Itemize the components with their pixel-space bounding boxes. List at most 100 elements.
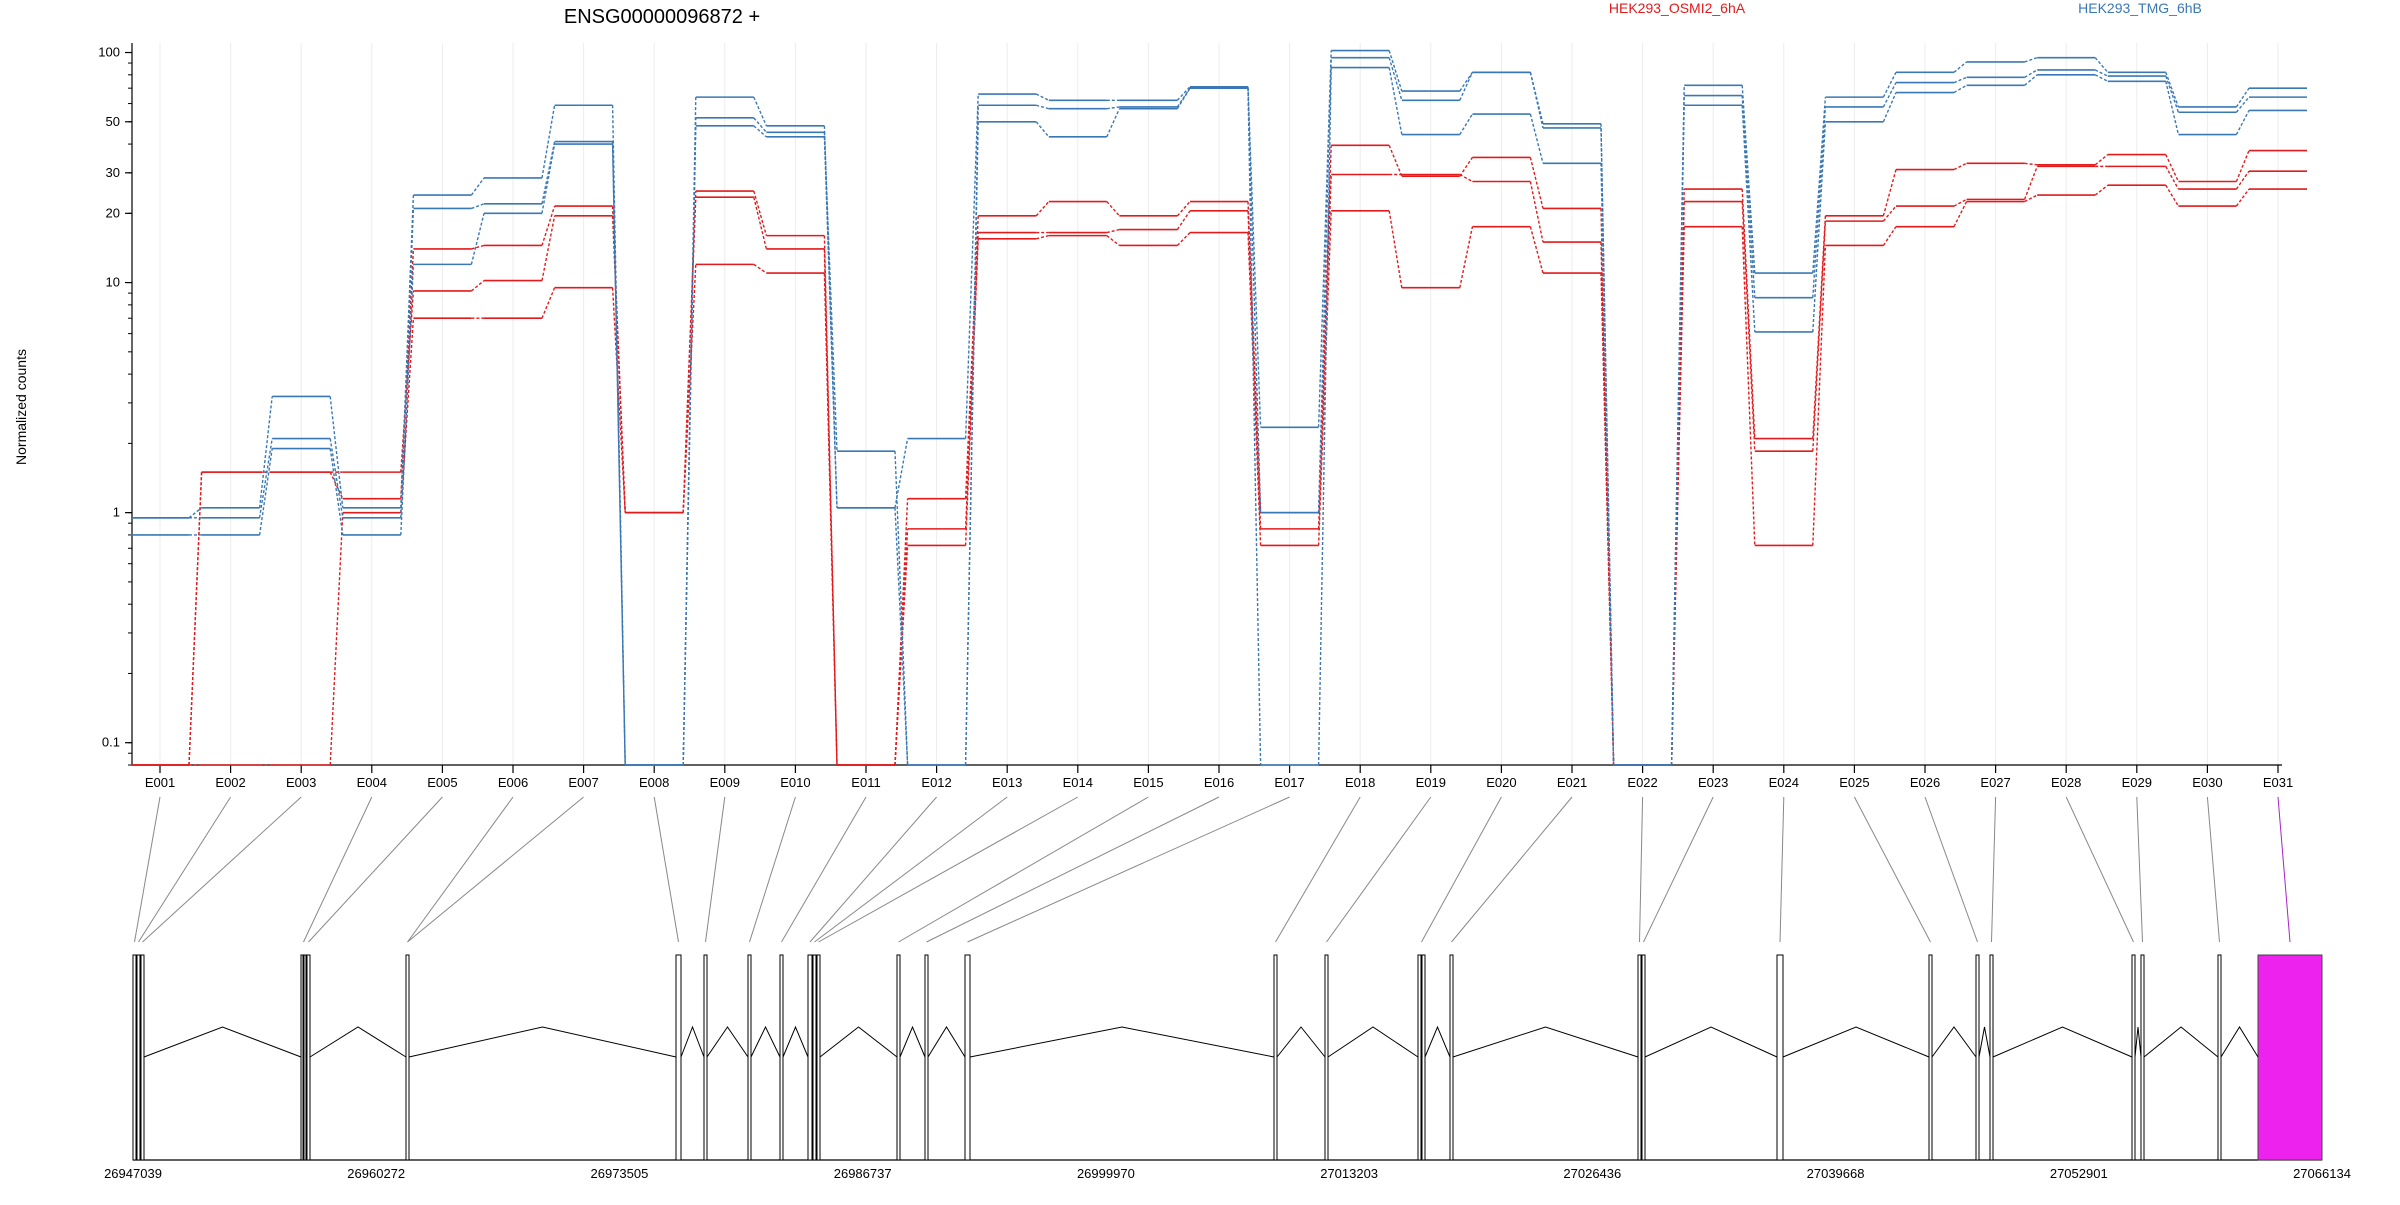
series-connector [1529, 157, 1544, 209]
series-connector [1953, 61, 1968, 73]
exon-connector [818, 796, 1079, 943]
series-connector [471, 203, 485, 210]
exon-connector [814, 796, 1008, 943]
series-connector [1106, 235, 1120, 247]
series-connector [1459, 226, 1474, 288]
y-axis-label: Normalized counts [13, 349, 29, 465]
exon-box [924, 954, 929, 1161]
series-connector [1882, 92, 1897, 123]
exon-box [807, 954, 813, 1161]
series-connector [1741, 189, 1756, 439]
series-connector [1812, 245, 1827, 546]
coordinate-label: 26999970 [1077, 1166, 1135, 1181]
exon-connector [134, 796, 161, 943]
series-connector [1459, 173, 1473, 183]
series-connector [1812, 106, 1827, 298]
exon-connector [926, 796, 1220, 943]
exon-box [1776, 954, 1784, 1161]
exon-box [1324, 954, 1329, 1161]
exon-box [675, 954, 682, 1161]
series-connector [541, 205, 556, 246]
x-tick-label-e020: E020 [1486, 775, 1516, 790]
series-connector [1529, 181, 1544, 243]
series-connector [964, 105, 979, 766]
series-connector [541, 143, 556, 214]
x-tick-label-e025: E025 [1839, 775, 1869, 790]
series-connector [1459, 113, 1473, 135]
exon-connector [749, 796, 796, 943]
x-tick-label-e001: E001 [145, 775, 175, 790]
exon-box [964, 954, 971, 1161]
intron-line [2134, 1026, 2142, 1058]
series-connector [1882, 82, 1897, 108]
intron-line [899, 1025, 926, 1058]
series-connector [1176, 232, 1191, 246]
exon-connector [1991, 796, 1997, 943]
exon-connector [1853, 796, 1931, 943]
axes: 0.1 1 10 20 30 50 100 E001 E002 E003 E004 E005 E006 E… [98, 43, 2293, 790]
exon-box [140, 954, 145, 1161]
coordinate-label: 26973505 [591, 1166, 649, 1181]
series-connector [188, 472, 203, 766]
exon-connector [2136, 796, 2143, 943]
series-connector [1317, 174, 1332, 529]
series-connector [1388, 50, 1403, 92]
series-connector [1953, 198, 1967, 207]
intron-line [1276, 1026, 1326, 1058]
series-connector [541, 141, 556, 204]
exon-connector [308, 796, 443, 943]
series-connector [2165, 72, 2180, 108]
series-connector [470, 177, 485, 196]
intron-line [1424, 1025, 1451, 1058]
series-connector [1036, 234, 1049, 240]
intron-line [1931, 1026, 1977, 1058]
coordinate-label: 26960272 [347, 1166, 405, 1181]
exon-connector [967, 796, 1290, 943]
series-connector [1176, 87, 1191, 108]
x-tick-label-e006: E006 [498, 775, 528, 790]
series-connector [964, 94, 979, 439]
series-connector [823, 132, 838, 452]
exon-connector [809, 796, 937, 943]
exon-connector [407, 796, 584, 943]
exon-connectors [134, 796, 2291, 943]
series-connector [2024, 56, 2038, 63]
intron-line [1327, 1026, 1419, 1058]
series-connector [2165, 184, 2179, 207]
series-connector [1812, 215, 1827, 439]
series-connector [1247, 210, 1262, 529]
intron-line [819, 1026, 898, 1058]
series-connector [2235, 188, 2250, 207]
exon-box [1449, 954, 1454, 1161]
legend-entry-osmi2: HEK293_OSMI2_6hA [1609, 0, 1746, 16]
x-tick-label-e010: E010 [780, 775, 810, 790]
x-tick-label-e022: E022 [1627, 775, 1657, 790]
coordinate-label: 27039668 [1807, 1166, 1865, 1181]
x-tick-label-e002: E002 [215, 775, 245, 790]
intron-line [1644, 1026, 1778, 1058]
exon-connector [705, 796, 726, 943]
legend-entry-tmg: HEK293_TMG_6hB [2078, 0, 2202, 16]
coordinate-label: 26947039 [104, 1166, 162, 1181]
x-tick-label-e014: E014 [1063, 775, 1093, 790]
intron-line [927, 1026, 966, 1058]
intron-line [143, 1026, 302, 1058]
exon-box [1989, 954, 1994, 1161]
series-connector [541, 105, 556, 179]
x-tick-label-e018: E018 [1345, 775, 1375, 790]
intron-line [969, 1026, 1275, 1058]
exon-box [812, 954, 817, 1161]
grid-lines [159, 43, 2279, 765]
x-tick-label-e012: E012 [921, 775, 951, 790]
x-tick-label-e029: E029 [2122, 775, 2152, 790]
series-connector [1247, 86, 1262, 428]
series-connector [1882, 169, 1897, 217]
series-connector [2235, 150, 2250, 182]
x-tick-label-e015: E015 [1133, 775, 1163, 790]
exon-box [1928, 954, 1933, 1161]
series-connector [1741, 105, 1756, 333]
series-connector [1388, 145, 1403, 177]
series-connector [1388, 67, 1403, 135]
series-connector [753, 263, 767, 274]
exon-connector [1421, 796, 1502, 943]
